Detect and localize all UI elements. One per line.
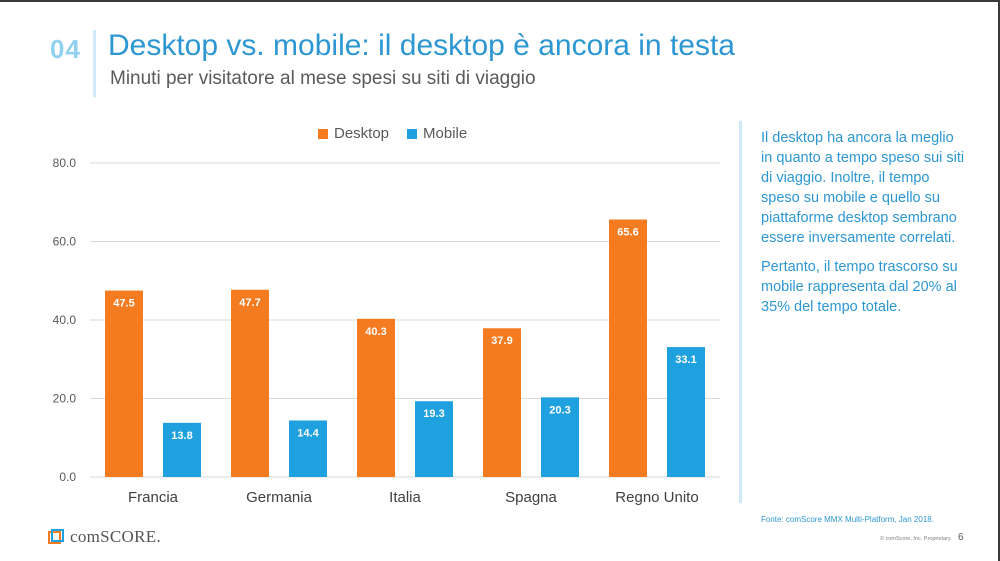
bar-desktop-italia — [357, 318, 395, 477]
data-label: 37.9 — [491, 335, 512, 347]
chart-legend: Desktop Mobile — [318, 125, 485, 142]
page-number: 6 — [958, 532, 964, 543]
sidebar-paragraph-1: Il desktop ha ancora la meglio in quanto… — [761, 130, 965, 246]
slide-title: Desktop vs. mobile: il desktop è ancora … — [108, 29, 735, 62]
bar-mobile-francia — [163, 422, 201, 477]
y-tick-label: 60.0 — [53, 235, 77, 249]
x-category-label: Regno Unito — [615, 489, 698, 506]
bar-mobile-regno-unito — [667, 347, 705, 477]
data-label: 40.3 — [365, 326, 386, 338]
bar-desktop-germania — [231, 289, 269, 477]
slide-subtitle: Minuti per visitatore al mese spesi su s… — [110, 68, 536, 89]
slide-number: 04 — [50, 34, 81, 64]
bar-desktop-francia — [105, 290, 143, 477]
data-label: 19.3 — [423, 408, 444, 420]
data-label: 65.6 — [617, 227, 638, 239]
bar-desktop-spagna — [483, 328, 521, 477]
frame-right-border — [998, 0, 1000, 561]
x-category-label: Germania — [246, 489, 313, 506]
x-category-label: Italia — [389, 489, 421, 506]
sidebar-text: Il desktop ha ancora la meglio in quanto… — [761, 128, 966, 326]
legend-swatch-mobile — [407, 128, 418, 139]
source-note: Fonte: comScore MMX Multi-Platform, Jan … — [761, 515, 934, 524]
data-label: 33.1 — [675, 354, 696, 366]
y-tick-label: 0.0 — [59, 470, 76, 484]
sidebar-paragraph-2: Pertanto, il tempo trascorso su mobile r… — [761, 259, 958, 315]
comscore-logo-icon — [48, 529, 64, 544]
comscore-logo-text: comSCORE. — [70, 527, 162, 546]
bar-chart: 0.0 20.0 40.0 60.0 80.0 47.5 13.8 Francia 47.7 14… — [53, 156, 720, 506]
legend-item-mobile: Mobile — [407, 125, 467, 142]
title-divider — [93, 30, 96, 97]
data-label: 47.5 — [113, 298, 134, 310]
data-label: 20.3 — [549, 404, 570, 416]
y-tick-label: 20.0 — [53, 392, 77, 406]
bar-mobile-germania — [289, 420, 327, 477]
bar-mobile-italia — [415, 401, 453, 477]
legend-label-mobile: Mobile — [423, 125, 468, 142]
data-label: 13.8 — [171, 430, 192, 442]
x-category-label: Spagna — [505, 489, 557, 506]
sidebar-divider — [739, 121, 742, 503]
bar-mobile-spagna — [541, 397, 579, 477]
y-tick-label: 40.0 — [53, 313, 77, 327]
legend-item-desktop: Desktop — [318, 125, 389, 142]
copyright-note: © comScore, Inc. Proprietary. — [880, 536, 952, 542]
x-category-label: Francia — [128, 489, 179, 506]
legend-swatch-desktop — [318, 128, 328, 139]
bar-desktop-regno-unito — [609, 219, 647, 477]
comscore-logo: comSCORE. — [48, 527, 161, 547]
y-tick-label: 80.0 — [53, 156, 77, 170]
data-label: 14.4 — [297, 427, 319, 439]
frame-top-border — [0, 0, 1000, 2]
data-label: 47.7 — [239, 297, 260, 309]
legend-label-desktop: Desktop — [334, 125, 390, 142]
